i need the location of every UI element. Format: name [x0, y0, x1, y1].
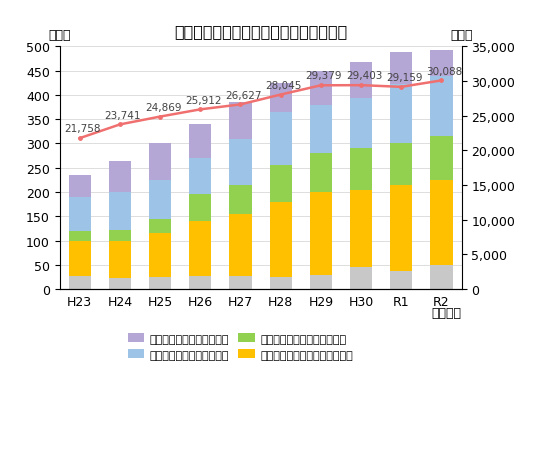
- Bar: [69, 231, 91, 241]
- Text: 23,741: 23,741: [104, 110, 141, 120]
- Bar: [109, 193, 131, 230]
- Text: 29,403: 29,403: [346, 71, 382, 81]
- Bar: [390, 84, 412, 144]
- Bar: [229, 276, 252, 290]
- Bar: [431, 265, 452, 290]
- Bar: [310, 72, 332, 106]
- Bar: [310, 154, 332, 193]
- Bar: [149, 234, 171, 277]
- Bar: [69, 176, 91, 197]
- Text: 29,159: 29,159: [386, 73, 423, 83]
- Bar: [69, 276, 91, 290]
- Bar: [310, 106, 332, 154]
- Bar: [350, 149, 372, 190]
- Bar: [109, 230, 131, 241]
- Bar: [69, 241, 91, 276]
- Bar: [229, 103, 252, 139]
- Bar: [149, 277, 171, 290]
- Text: （年度）: （年度）: [432, 307, 461, 319]
- Text: 25,912: 25,912: [185, 95, 221, 105]
- Bar: [109, 162, 131, 193]
- Bar: [390, 271, 412, 290]
- Bar: [109, 279, 131, 290]
- Bar: [229, 214, 252, 276]
- Text: 21,758: 21,758: [64, 124, 101, 134]
- Bar: [149, 180, 171, 219]
- Bar: [431, 77, 452, 137]
- Bar: [390, 185, 412, 271]
- Bar: [350, 63, 372, 99]
- Bar: [189, 125, 212, 159]
- Text: 26,627: 26,627: [225, 90, 262, 101]
- Bar: [431, 50, 452, 77]
- Text: （社）: （社）: [48, 29, 71, 42]
- Bar: [149, 219, 171, 234]
- Bar: [189, 222, 212, 276]
- Bar: [69, 197, 91, 231]
- Bar: [269, 202, 292, 277]
- Bar: [269, 166, 292, 202]
- Bar: [229, 185, 252, 214]
- Bar: [310, 275, 332, 290]
- Text: 28,045: 28,045: [266, 80, 302, 90]
- Bar: [269, 112, 292, 166]
- Bar: [189, 159, 212, 195]
- Bar: [109, 241, 131, 279]
- Text: 30,088: 30,088: [426, 67, 463, 76]
- Bar: [390, 53, 412, 84]
- Legend: 情報サービス楮（左側軸）, コールセンター（左側軸）, コンテンツ制作楮（左側軸）, ソフトウェア開発楮（左側軸）: 情報サービス楮（左側軸）, コールセンター（左側軸）, コンテンツ制作楮（左側軸…: [123, 329, 358, 364]
- Title: 沖縄へ立地した情報通信関連企楮の推移: 沖縄へ立地した情報通信関連企楮の推移: [174, 24, 347, 39]
- Bar: [350, 268, 372, 290]
- Bar: [431, 180, 452, 265]
- Bar: [269, 277, 292, 290]
- Bar: [431, 137, 452, 180]
- Bar: [310, 193, 332, 275]
- Text: 24,869: 24,869: [145, 102, 181, 112]
- Text: （人）: （人）: [450, 29, 473, 42]
- Bar: [189, 276, 212, 290]
- Bar: [229, 139, 252, 185]
- Text: 29,379: 29,379: [306, 71, 342, 81]
- Bar: [390, 144, 412, 185]
- Bar: [189, 195, 212, 222]
- Bar: [269, 84, 292, 112]
- Bar: [149, 144, 171, 180]
- Bar: [350, 190, 372, 268]
- Bar: [350, 99, 372, 149]
